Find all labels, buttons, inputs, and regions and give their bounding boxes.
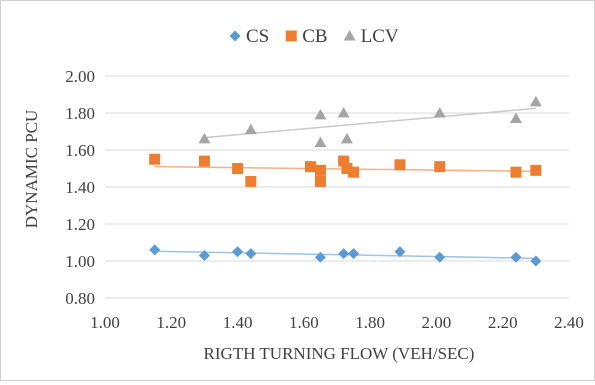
data-point-lcv bbox=[509, 112, 522, 124]
data-point-lcv bbox=[198, 132, 211, 144]
data-point-cb bbox=[314, 164, 326, 176]
data-points bbox=[149, 95, 542, 267]
data-point-cb bbox=[304, 161, 316, 173]
y-axis-tick-labels: 0.80 1.00 1.20 1.40 1.60 1.80 2.00 bbox=[65, 67, 95, 308]
data-point-cb bbox=[394, 159, 406, 171]
data-point-cb bbox=[149, 153, 161, 165]
data-point-cb bbox=[314, 175, 326, 187]
legend-marker-cb bbox=[285, 30, 297, 42]
legend-marker-cs bbox=[229, 30, 241, 42]
x-tick-label: 1.20 bbox=[156, 313, 186, 332]
data-point-lcv bbox=[340, 132, 353, 144]
data-point-cs bbox=[149, 244, 161, 256]
data-point-lcv bbox=[314, 108, 327, 120]
gridlines bbox=[105, 75, 569, 299]
x-tick-label: 1.00 bbox=[90, 313, 120, 332]
y-tick-label: 1.80 bbox=[65, 104, 95, 123]
data-point-lcv bbox=[337, 107, 350, 118]
x-tick-label: 2.40 bbox=[554, 313, 584, 332]
data-point-cb bbox=[232, 163, 244, 174]
data-point-lcv bbox=[314, 136, 327, 148]
data-point-cb bbox=[341, 163, 353, 174]
data-point-cs bbox=[314, 251, 326, 263]
x-tick-label: 1.80 bbox=[355, 313, 385, 332]
y-tick-label: 1.20 bbox=[65, 215, 95, 234]
data-point-lcv bbox=[433, 107, 446, 118]
x-tick-label: 2.20 bbox=[488, 313, 518, 332]
legend-marker-lcv bbox=[343, 30, 356, 41]
legend-label-cb: CB bbox=[302, 26, 327, 47]
data-point-cs bbox=[245, 248, 257, 260]
x-tick-label: 2.00 bbox=[422, 313, 452, 332]
x-tick-label: 1.40 bbox=[223, 313, 253, 332]
x-tick-label: 1.60 bbox=[289, 313, 319, 332]
data-point-cs bbox=[348, 248, 360, 260]
y-tick-label: 1.00 bbox=[65, 252, 95, 271]
trendline-lcv bbox=[204, 107, 536, 139]
data-point-cs bbox=[434, 251, 446, 263]
x-axis-title: RIGTH TURNING FLOW (VEH/SEC) bbox=[204, 344, 475, 363]
legend-label-cs: CS bbox=[246, 26, 269, 47]
trendlines bbox=[154, 107, 536, 260]
data-point-cb bbox=[530, 164, 542, 176]
y-tick-label: 1.60 bbox=[65, 141, 95, 160]
y-tick-label: 2.00 bbox=[65, 67, 95, 86]
y-tick-label: 1.40 bbox=[65, 178, 95, 197]
data-point-cb bbox=[434, 161, 446, 173]
data-point-cs bbox=[338, 248, 350, 260]
y-axis-title: DYNAMIC PCU bbox=[22, 110, 41, 229]
legend: CS CB LCV bbox=[229, 26, 399, 47]
x-axis-tick-labels: 1.00 1.20 1.40 1.60 1.80 2.00 2.20 2.40 bbox=[90, 313, 584, 332]
legend-label-lcv: LCV bbox=[361, 26, 399, 47]
data-point-cb bbox=[338, 155, 350, 167]
data-point-cb bbox=[198, 155, 210, 167]
data-point-cs bbox=[510, 251, 522, 263]
data-point-lcv bbox=[244, 123, 257, 135]
data-point-cs bbox=[198, 249, 210, 261]
data-point-cb bbox=[348, 166, 360, 178]
data-point-cs bbox=[232, 246, 244, 258]
y-tick-label: 0.80 bbox=[65, 289, 95, 308]
data-point-cb bbox=[245, 175, 257, 187]
data-point-cs bbox=[530, 255, 542, 267]
data-point-cb bbox=[510, 166, 522, 178]
data-point-cs bbox=[394, 246, 406, 258]
data-point-lcv bbox=[529, 95, 542, 107]
